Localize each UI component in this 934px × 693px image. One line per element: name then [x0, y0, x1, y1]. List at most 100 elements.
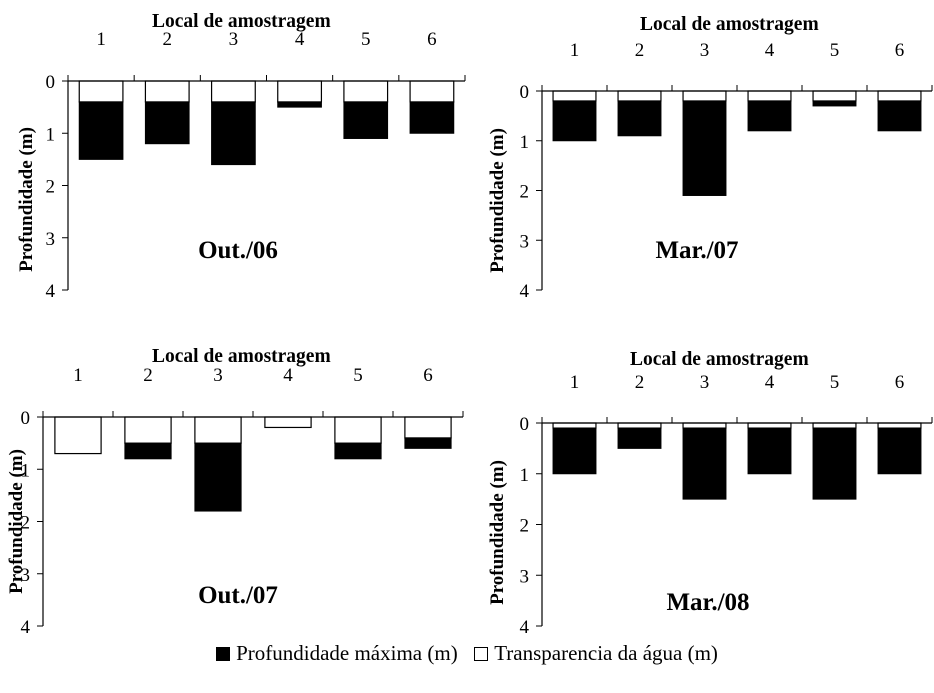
bar-transparency	[552, 422, 597, 429]
panel-1: 0 1 2 3 4 1 2 3 4 5 6 Local de amostragem Profundida…	[16, 11, 466, 302]
y-tick-label: 4	[520, 281, 530, 302]
legend-entry-transparency: Transparencia da água (m)	[474, 639, 718, 667]
legend-swatch-transparency	[474, 647, 489, 661]
x-tick-label: 1	[570, 40, 580, 61]
bar-transparency	[334, 416, 382, 444]
bar-max-depth	[682, 100, 727, 196]
bar-transparency	[812, 422, 857, 429]
bar-transparency	[617, 90, 662, 102]
x-tick-label: 1	[73, 365, 83, 386]
y-tick-label: 3	[520, 566, 530, 587]
x-tick-label: 5	[353, 365, 363, 386]
x-tick-label: 5	[830, 40, 840, 61]
bar-max-depth	[682, 427, 727, 500]
bar-max-depth	[747, 100, 792, 132]
bar-max-depth	[877, 427, 922, 475]
y-tick-label: 1	[46, 124, 56, 145]
x-tick-label: 6	[427, 29, 437, 50]
bar-max-depth	[552, 100, 597, 142]
y-tick-label: 3	[21, 565, 31, 586]
x-tick-label: 6	[423, 365, 433, 386]
x-axis-title: Local de amostragem	[152, 346, 331, 367]
x-tick-label: 2	[635, 40, 645, 61]
y-tick-label: 0	[520, 414, 530, 435]
bar-transparency	[877, 90, 922, 102]
bar-transparency	[877, 422, 922, 429]
x-tick-label: 2	[635, 372, 645, 393]
bar-transparency	[194, 416, 242, 444]
bar-max-depth	[343, 101, 389, 139]
bar-max-depth	[617, 100, 662, 137]
x-axis-title: Local de amostragem	[640, 14, 819, 35]
bar-max-depth	[877, 100, 922, 132]
y-tick-label: 4	[21, 617, 31, 638]
bar-max-depth	[404, 437, 452, 449]
y-tick-label: 0	[520, 82, 530, 103]
y-tick-label: 1	[21, 460, 31, 481]
panel-4: 0 1 2 3 4 1 2 3 4 5 6 Local de amostragem Profundida…	[487, 349, 933, 638]
x-tick-label: 5	[361, 29, 371, 50]
bar-transparency	[343, 80, 389, 103]
panel-3: 0 1 2 3 4 1 2 3 4 5 6 Local de amostragem Profundida…	[6, 346, 464, 638]
x-tick-label: 6	[895, 372, 905, 393]
x-tick-label: 4	[765, 40, 775, 61]
x-axis-title: Local de amostragem	[152, 11, 331, 32]
panel-label: Mar./07	[655, 237, 738, 264]
legend: Profundidade máxima (m) Transparencia da…	[0, 639, 934, 667]
y-tick-label: 1	[520, 132, 530, 153]
y-axis-title: Profundidade (m)	[6, 449, 27, 594]
y-tick-label: 0	[21, 408, 31, 429]
x-tick-label: 4	[283, 365, 293, 386]
y-tick-label: 0	[46, 72, 56, 93]
y-axis-title: Profundidade (m)	[487, 128, 508, 273]
y-tick-label: 3	[46, 229, 56, 250]
bar-max-depth	[78, 101, 124, 160]
bar-transparency	[812, 90, 857, 102]
panel-label: Out./06	[198, 237, 278, 264]
panel-label: Out./07	[198, 582, 278, 609]
bar-max-depth	[211, 101, 256, 166]
bar-max-depth	[552, 427, 597, 475]
x-tick-label: 6	[895, 40, 905, 61]
y-tick-label: 4	[520, 617, 530, 638]
bar-transparency	[682, 422, 727, 429]
y-tick-label: 2	[520, 182, 530, 203]
bar-transparency	[552, 90, 597, 102]
y-axis-title: Profundidade (m)	[16, 127, 37, 272]
y-tick-label: 2	[520, 516, 530, 537]
bar-max-depth	[334, 442, 382, 460]
y-tick-label: 2	[46, 177, 56, 198]
x-tick-label: 4	[765, 372, 775, 393]
bar-max-depth	[812, 100, 857, 107]
y-tick-label: 4	[46, 281, 56, 302]
legend-entry-max-depth: Profundidade máxima (m)	[216, 639, 458, 667]
bar-max-depth	[194, 442, 242, 512]
x-tick-label: 2	[143, 365, 153, 386]
legend-swatch-max-depth	[216, 647, 231, 661]
bar-transparency	[277, 80, 323, 103]
x-tick-label: 3	[700, 372, 710, 393]
bar-transparency	[264, 416, 312, 429]
y-axis-title: Profundidade (m)	[487, 460, 508, 605]
bar-transparency	[409, 80, 455, 103]
bar-transparency	[747, 422, 792, 429]
legend-label-transparency: Transparencia da água (m)	[494, 641, 718, 665]
bar-max-depth	[124, 442, 172, 460]
bar-max-depth	[144, 101, 190, 145]
x-tick-label: 4	[295, 29, 305, 50]
bar-transparency	[617, 422, 662, 429]
bar-max-depth	[747, 427, 792, 475]
x-tick-label: 5	[830, 372, 840, 393]
y-tick-label: 1	[520, 465, 530, 486]
bar-transparency	[144, 80, 190, 103]
bar-max-depth	[617, 427, 662, 449]
bar-transparency	[210, 80, 256, 103]
legend-label-max-depth: Profundidade máxima (m)	[236, 641, 458, 665]
bar-transparency	[404, 416, 452, 439]
bar-transparency	[78, 80, 124, 103]
y-tick-label: 3	[520, 231, 530, 252]
x-axis-title: Local de amostragem	[630, 349, 809, 370]
bar-transparency	[54, 416, 102, 455]
bar-transparency	[747, 90, 792, 102]
